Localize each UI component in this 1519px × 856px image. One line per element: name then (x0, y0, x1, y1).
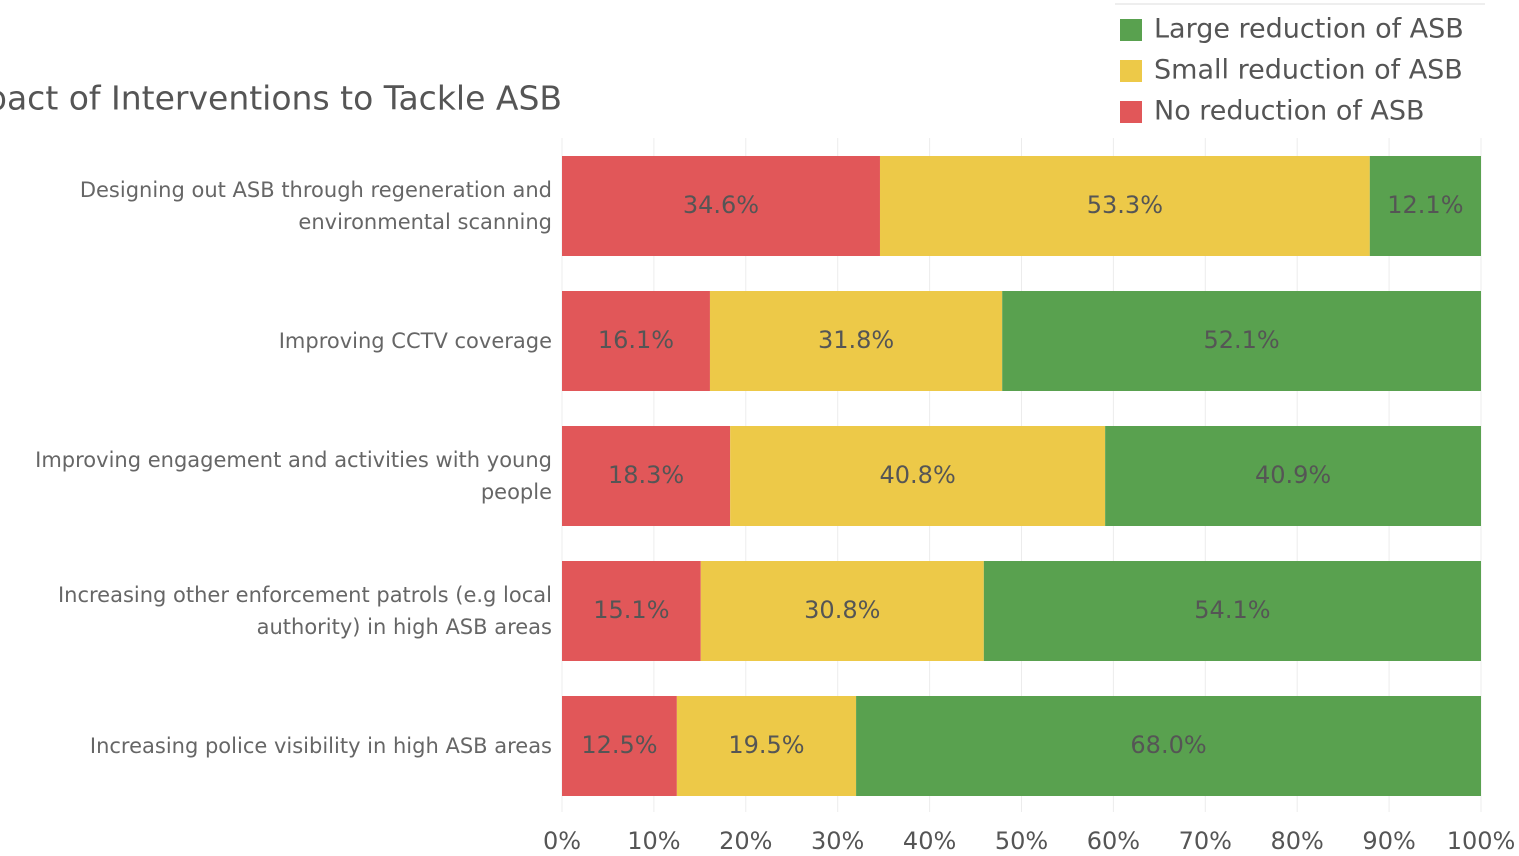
bar-segment (562, 156, 880, 256)
x-tick-label: 10% (627, 827, 680, 855)
data-label: 54.1% (1194, 596, 1270, 624)
bar-segment (1369, 156, 1481, 256)
bar-segment (562, 291, 710, 391)
x-tick-label: 90% (1362, 827, 1415, 855)
x-tick-label: 60% (1087, 827, 1140, 855)
data-label: 40.8% (880, 461, 956, 489)
legend-label: Large reduction of ASB (1154, 14, 1464, 45)
legend-swatch (1120, 101, 1142, 123)
bar-segment (730, 426, 1106, 526)
y-tick-label: Improving engagement and activities with… (35, 448, 552, 504)
bar-segment (562, 696, 677, 796)
bar-segment (562, 426, 731, 526)
x-tick-label: 80% (1271, 827, 1324, 855)
category-label-box: Designing out ASB through regeneration a… (79, 178, 552, 234)
bar-segment (676, 696, 857, 796)
category-label-box: Improving CCTV coverage (278, 329, 552, 353)
legend-swatch (1120, 60, 1142, 82)
legend-label: Small reduction of ASB (1154, 55, 1463, 86)
data-label: 30.8% (804, 596, 880, 624)
data-label: 18.3% (608, 461, 684, 489)
x-tick-label: 50% (995, 827, 1048, 855)
data-label: 53.3% (1087, 191, 1163, 219)
data-label: 15.1% (593, 596, 669, 624)
legend-label: No reduction of ASB (1154, 96, 1425, 127)
x-tick-label: 100% (1447, 827, 1516, 855)
category-label-box: Improving engagement and activities with… (35, 448, 552, 504)
category-label-box: Increasing police visibility in high ASB… (89, 734, 552, 758)
bar-segment (879, 156, 1370, 256)
bar-segment (700, 561, 984, 661)
data-label: 12.5% (581, 731, 657, 759)
bar-segment (562, 561, 701, 661)
data-label: 16.1% (598, 326, 674, 354)
data-label: 19.5% (728, 731, 804, 759)
bar-segment (1105, 426, 1481, 526)
category-label-box: Increasing other enforcement patrols (e.… (57, 583, 552, 639)
bar-segment (709, 291, 1003, 391)
bar-segment (983, 561, 1481, 661)
x-tick-label: 30% (811, 827, 864, 855)
data-label: 12.1% (1387, 191, 1463, 219)
data-label: 68.0% (1130, 731, 1206, 759)
data-label: 40.9% (1255, 461, 1331, 489)
y-tick-label: Improving CCTV coverage (278, 329, 552, 353)
x-tick-label: 70% (1179, 827, 1232, 855)
bar-segment (856, 696, 1481, 796)
x-tick-label: 20% (719, 827, 772, 855)
data-label: 34.6% (683, 191, 759, 219)
chart-title: pact of Interventions to Tackle ASB (0, 79, 562, 118)
y-tick-label: Increasing other enforcement patrols (e.… (57, 583, 552, 639)
x-tick-label: 0% (543, 827, 581, 855)
data-label: 31.8% (818, 326, 894, 354)
legend-swatch (1120, 19, 1142, 41)
data-label: 52.1% (1203, 326, 1279, 354)
y-tick-label: Designing out ASB through regeneration a… (79, 178, 552, 234)
x-tick-label: 40% (903, 827, 956, 855)
bar-segment (1002, 291, 1481, 391)
y-tick-label: Increasing police visibility in high ASB… (89, 734, 552, 758)
